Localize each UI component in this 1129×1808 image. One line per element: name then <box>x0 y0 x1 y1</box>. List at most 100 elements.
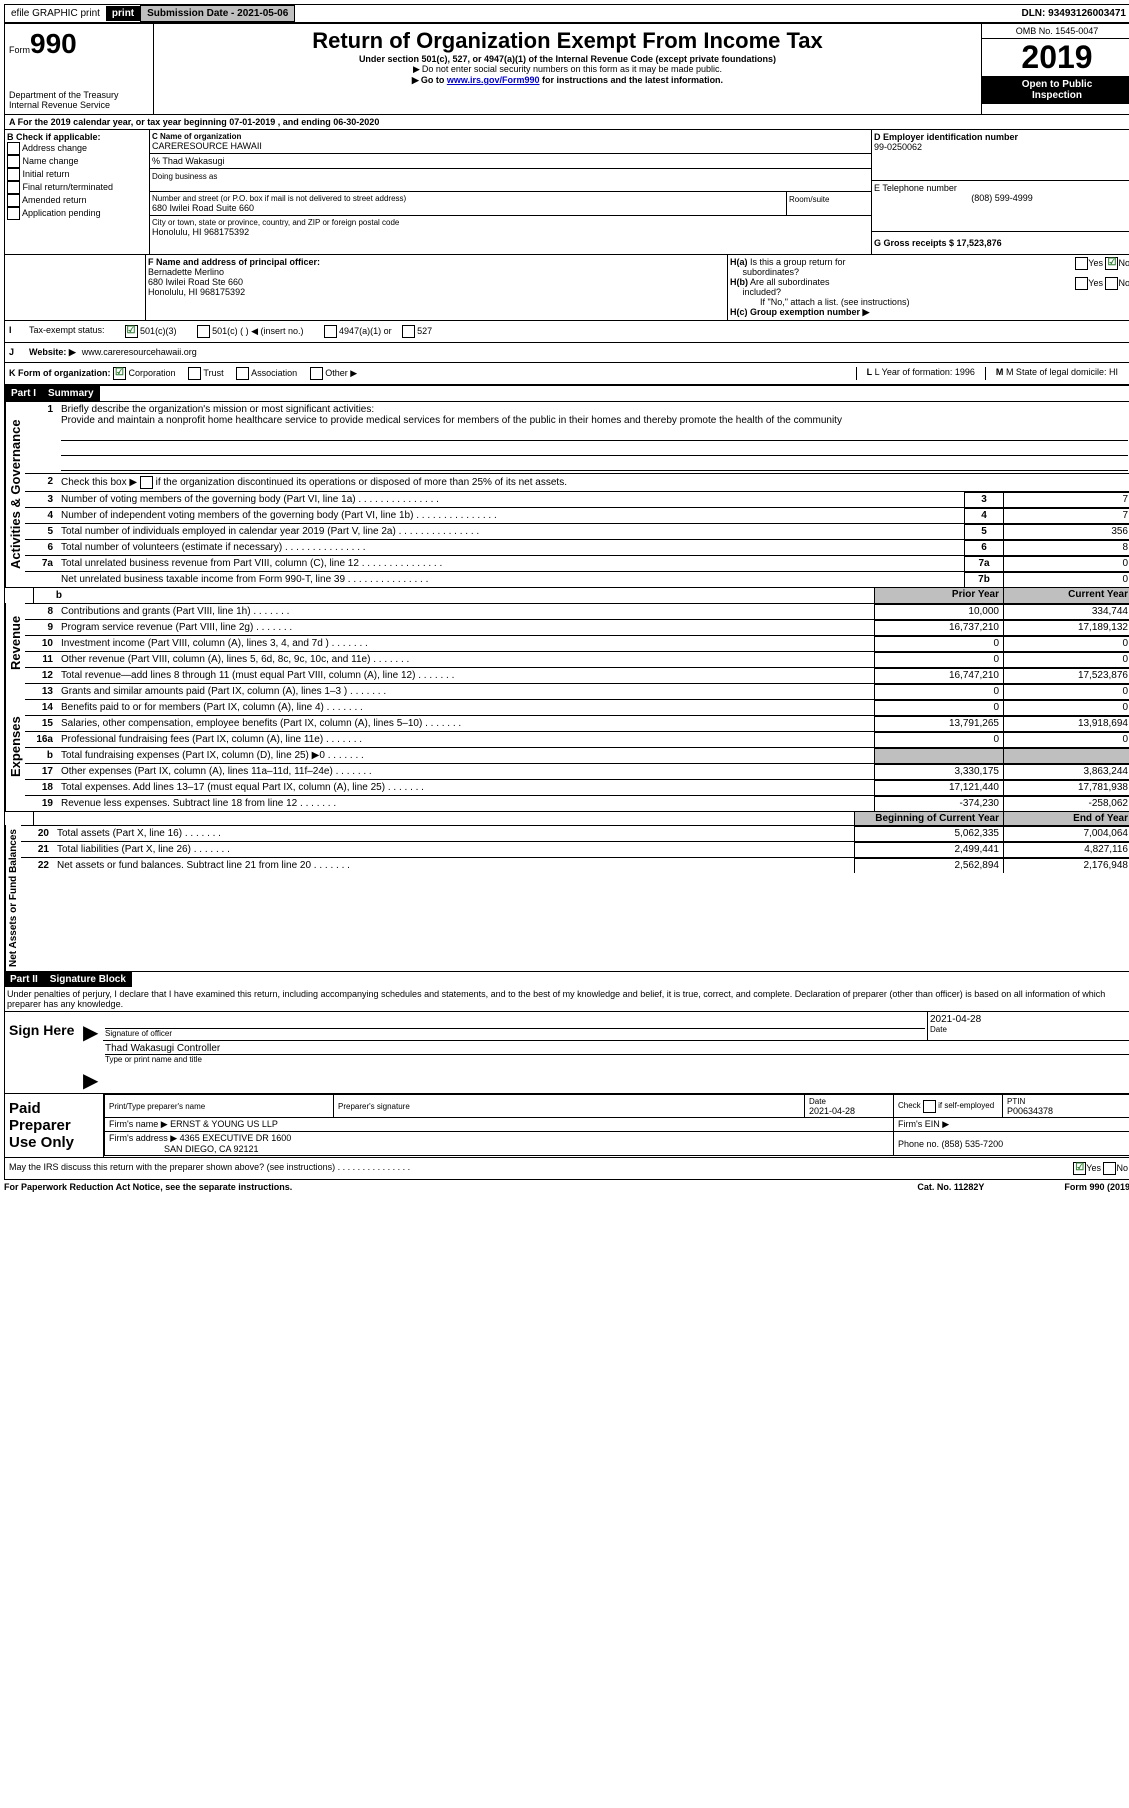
initial-return-checkbox[interactable] <box>7 168 20 181</box>
type-name-label: Type or print name and title <box>105 1055 1129 1064</box>
current-year-value: -258,062 <box>1003 796 1129 811</box>
ha-yes-checkbox[interactable] <box>1075 257 1088 270</box>
paperwork-notice: For Paperwork Reduction Act Notice, see … <box>4 1182 917 1192</box>
app-pending-checkbox[interactable] <box>7 207 20 220</box>
assoc-checkbox[interactable] <box>236 367 249 380</box>
corp-checkbox[interactable]: ☑ <box>113 367 126 380</box>
line-box: 3 <box>964 492 1003 507</box>
prep-date: 2021-04-28 <box>809 1106 855 1116</box>
irs-link[interactable]: www.irs.gov/Form990 <box>447 75 540 85</box>
tax-exempt-row: I Tax-exempt status: ☑ 501(c)(3) 501(c) … <box>4 321 1129 343</box>
line-box: 6 <box>964 540 1003 555</box>
dln: DLN: 93493126003471 <box>1015 6 1129 21</box>
firm-name: ERNST & YOUNG US LLP <box>170 1119 278 1129</box>
trust-checkbox[interactable] <box>188 367 201 380</box>
prior-year-value: 13,791,265 <box>874 716 1003 731</box>
line-text: Salaries, other compensation, employee b… <box>57 716 874 731</box>
form-990-footer: Form 990 (2019) <box>1064 1182 1129 1192</box>
current-year-value: 0 <box>1003 732 1129 747</box>
amended-return-checkbox[interactable] <box>7 194 20 207</box>
form-word: Form <box>9 45 30 55</box>
firm-addr1: 4365 EXECUTIVE DR 1600 <box>180 1133 292 1143</box>
b-label: B Check if applicable: <box>7 132 147 142</box>
line-value: 7 <box>1003 508 1129 523</box>
net-section-label: Net Assets or Fund Balances <box>5 825 21 971</box>
line-text: Other revenue (Part VIII, column (A), li… <box>57 652 874 667</box>
year-formation: L Year of formation: 1996 <box>875 367 975 377</box>
officer-name: Bernadette Merlino <box>148 267 725 277</box>
e-label: E Telephone number <box>874 183 1129 193</box>
hc-label: H(c) Group exemption number ▶ <box>730 307 1129 318</box>
line-text: Grants and similar amounts paid (Part IX… <box>57 684 874 699</box>
current-year-value: 334,744 <box>1003 604 1129 619</box>
prior-year-value: 0 <box>874 684 1003 699</box>
ein: 99-0250062 <box>874 142 1129 152</box>
other-checkbox[interactable] <box>310 367 323 380</box>
prior-year-value: 2,499,441 <box>854 842 1003 857</box>
city-label: City or town, state or province, country… <box>152 218 869 227</box>
501c3-checkbox[interactable]: ☑ <box>125 325 138 338</box>
discuss-no-checkbox[interactable] <box>1103 1162 1116 1175</box>
print-button[interactable]: print <box>106 6 140 21</box>
website-row: J Website: ▶ www.careresourcehawaii.org <box>4 343 1129 363</box>
line-value: 0 <box>1003 556 1129 571</box>
part1-hdr: Part I <box>5 386 42 401</box>
current-year-value: 0 <box>1003 652 1129 667</box>
tax-year: 2019 <box>982 39 1129 76</box>
line-text: Investment income (Part VIII, column (A)… <box>57 636 874 651</box>
self-employed-checkbox[interactable] <box>923 1100 936 1113</box>
street-address: 680 Iwilei Road Suite 660 <box>152 203 784 213</box>
prior-year-value: 0 <box>874 636 1003 651</box>
hb-yes-checkbox[interactable] <box>1075 277 1088 290</box>
final-return-checkbox[interactable] <box>7 181 20 194</box>
website-label: Website: ▶ <box>29 347 76 358</box>
line-text: Program service revenue (Part VIII, line… <box>57 620 874 635</box>
line-box: 7b <box>964 572 1003 587</box>
501c-checkbox[interactable] <box>197 325 210 338</box>
omb-number: OMB No. 1545-0047 <box>982 24 1129 39</box>
firm-ein-label: Firm's EIN ▶ <box>898 1119 949 1129</box>
b-opt-0: Address change <box>22 143 87 153</box>
addr-label: Number and street (or P.O. box if mail i… <box>152 194 784 203</box>
4947-checkbox[interactable] <box>324 325 337 338</box>
current-year-value: 17,523,876 <box>1003 668 1129 683</box>
room-label: Room/suite <box>789 195 829 204</box>
hb-no-checkbox[interactable] <box>1105 277 1118 290</box>
b-opt-5: Application pending <box>22 208 101 218</box>
boy-hdr: Beginning of Current Year <box>854 812 1003 825</box>
officer-addr2: Honolulu, HI 968175392 <box>148 287 725 297</box>
phone-label: Phone no. (858) 535-7200 <box>898 1139 1003 1149</box>
b-opt-4: Amended return <box>22 195 87 205</box>
city-state-zip: Honolulu, HI 968175392 <box>152 227 869 237</box>
eoy-hdr: End of Year <box>1003 812 1129 825</box>
prior-year-value: 0 <box>874 732 1003 747</box>
entity-block: B Check if applicable: Address change Na… <box>4 130 1129 255</box>
line-text: Total fundraising expenses (Part IX, col… <box>57 748 874 763</box>
officer-addr1: 680 Iwilei Road Ste 660 <box>148 277 725 287</box>
ha-no-checkbox[interactable]: ☑ <box>1105 257 1118 270</box>
inspection: Inspection <box>1032 90 1082 101</box>
tax-year-line: A For the 2019 calendar year, or tax yea… <box>4 115 1129 130</box>
part1-title: Summary <box>42 386 100 401</box>
527-checkbox[interactable] <box>402 325 415 338</box>
line-value: 7 <box>1003 492 1129 507</box>
current-year-value: 0 <box>1003 700 1129 715</box>
efile-label: efile GRAPHIC print <box>5 6 106 21</box>
current-year-value <box>1003 748 1129 763</box>
address-change-checkbox[interactable] <box>7 142 20 155</box>
name-change-checkbox[interactable] <box>7 155 20 168</box>
current-year-value: 13,918,694 <box>1003 716 1129 731</box>
discuss-yes-checkbox[interactable]: ☑ <box>1073 1162 1086 1175</box>
current-year-value: 2,176,948 <box>1003 858 1129 873</box>
c-label: C Name of organization <box>152 132 869 141</box>
discuss-text: May the IRS discuss this return with the… <box>9 1162 1073 1175</box>
k-label: K Form of organization: <box>9 368 111 378</box>
d-label: D Employer identification number <box>874 132 1129 142</box>
discontinued-checkbox[interactable] <box>140 476 153 489</box>
prior-year-value: 16,747,210 <box>874 668 1003 683</box>
prep-sig-hdr: Preparer's signature <box>338 1102 410 1111</box>
line2-text: Check this box ▶ if the organization dis… <box>61 477 567 488</box>
current-year-value: 3,863,244 <box>1003 764 1129 779</box>
current-year-value: 17,189,132 <box>1003 620 1129 635</box>
prior-year-value: 5,062,335 <box>854 826 1003 841</box>
